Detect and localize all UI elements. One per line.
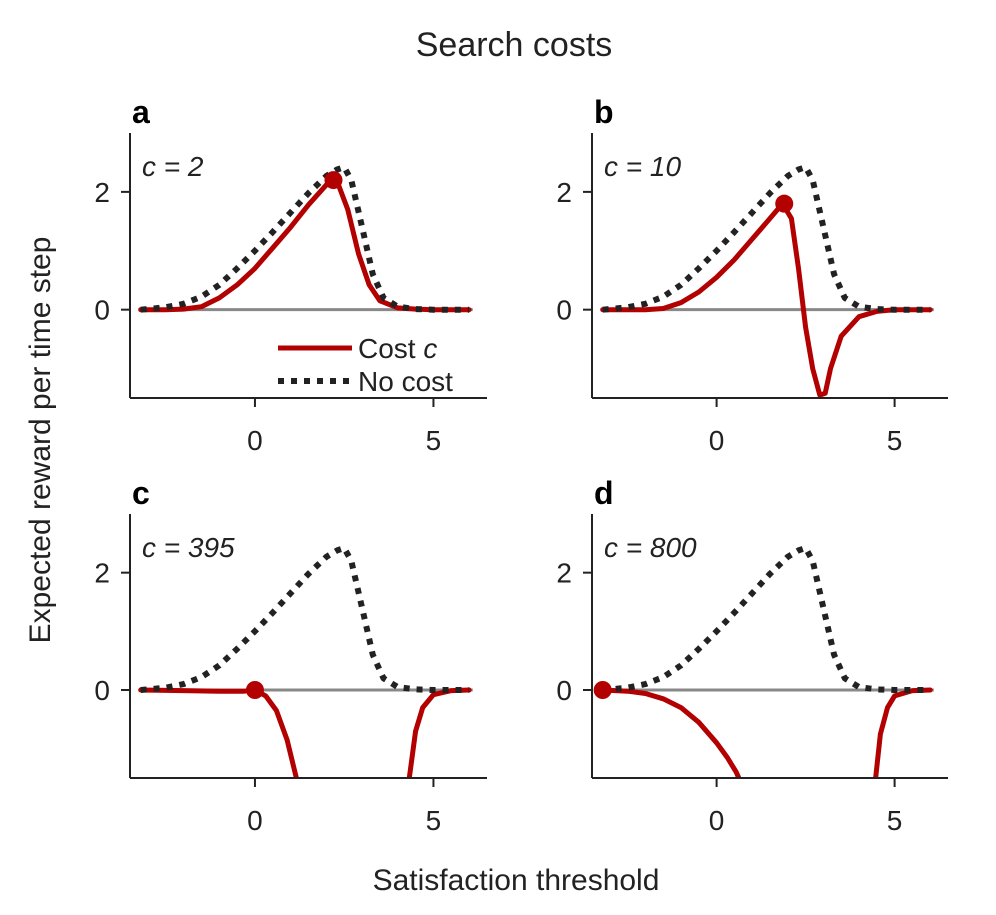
series-no-cost — [602, 545, 931, 693]
panel-letter: d — [594, 475, 614, 511]
x-tick-label: 5 — [887, 805, 903, 836]
plot-area — [138, 545, 472, 778]
panel-letter: c — [132, 475, 150, 511]
y-tick-label: 2 — [94, 177, 110, 208]
x-tick-label: 5 — [426, 425, 442, 456]
series-no-cost — [602, 164, 931, 313]
figure-title: Search costs — [416, 26, 613, 64]
x-tick-label: 5 — [426, 805, 442, 836]
cost-annotation: c = 395 — [142, 532, 235, 563]
panel-d: 0 5 0 2 d c = 800 — [556, 475, 948, 836]
optimum-marker — [775, 194, 794, 213]
panel-c: 0 5 0 2 c c = 395 — [94, 475, 487, 836]
cost-annotation: c = 2 — [142, 151, 204, 182]
optimum-marker — [245, 681, 264, 699]
y-tick-label: 0 — [556, 295, 572, 326]
panel-letter: a — [132, 94, 150, 130]
series-no-cost — [140, 164, 470, 313]
x-tick-label: 5 — [887, 425, 903, 456]
series-cost — [138, 178, 472, 313]
y-tick-label: 0 — [556, 675, 572, 706]
legend-no-cost-label: No cost — [358, 366, 453, 397]
y-tick-label: 2 — [94, 558, 110, 589]
panel-b: 0 5 0 2 b c = 10 — [556, 94, 948, 456]
y-tick-label: 0 — [94, 675, 110, 706]
series-cost — [600, 201, 933, 398]
y-tick-label: 2 — [556, 558, 572, 589]
x-axis-label: Satisfaction threshold — [373, 864, 660, 897]
legend-cost-label: Cost c — [358, 333, 437, 364]
series-cost — [600, 687, 933, 778]
optimum-marker — [593, 681, 612, 699]
y-tick-label: 2 — [556, 177, 572, 208]
plot-area — [600, 164, 933, 398]
x-tick-label: 0 — [709, 805, 725, 836]
cost-annotation: c = 10 — [604, 151, 681, 182]
plot-area — [600, 545, 933, 778]
series-cost — [138, 687, 472, 778]
panel-a: 0 5 0 2 a c = 2 Cost cNo cost — [94, 94, 487, 456]
x-tick-label: 0 — [247, 805, 263, 836]
x-tick-label: 0 — [709, 425, 725, 456]
plot-area — [138, 164, 472, 313]
series-no-cost — [140, 545, 470, 693]
x-tick-label: 0 — [247, 425, 263, 456]
legend-cost-symbol: c — [423, 333, 437, 364]
y-tick-label: 0 — [94, 295, 110, 326]
y-axis-label: Expected reward per time step — [24, 237, 57, 644]
optimum-marker — [324, 171, 343, 190]
cost-annotation: c = 800 — [604, 532, 697, 563]
panel-letter: b — [594, 94, 614, 130]
